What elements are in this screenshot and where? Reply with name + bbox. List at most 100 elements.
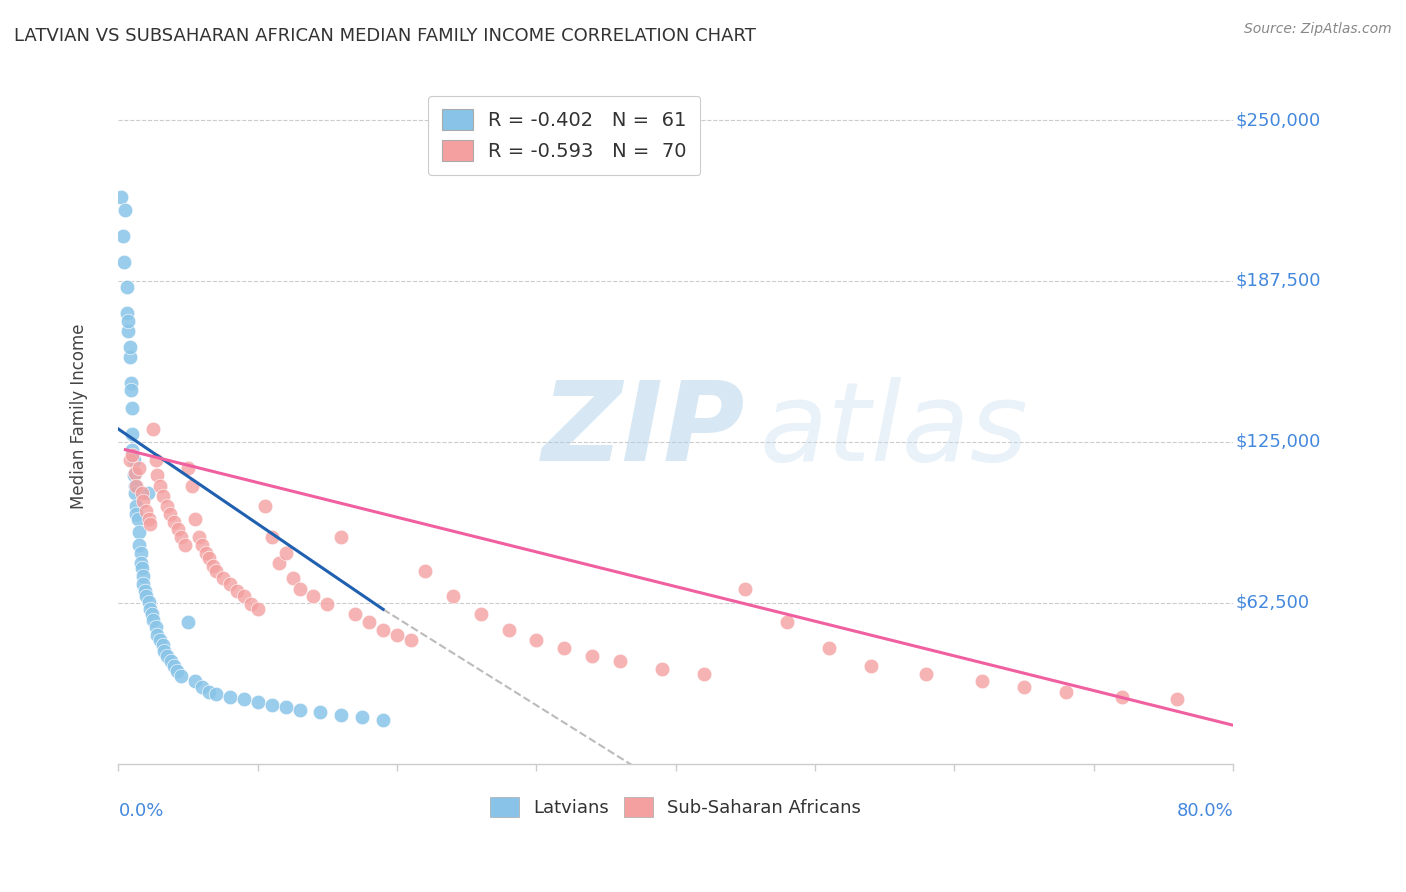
Point <box>524 633 547 648</box>
Point <box>191 680 214 694</box>
Point <box>399 633 422 648</box>
Point <box>117 314 139 328</box>
Point <box>128 538 150 552</box>
Point <box>170 669 193 683</box>
Point <box>135 504 157 518</box>
Point <box>385 628 408 642</box>
Point <box>159 507 181 521</box>
Point <box>441 590 464 604</box>
Point <box>163 515 186 529</box>
Text: $187,500: $187,500 <box>1236 272 1320 290</box>
Point <box>239 597 262 611</box>
Text: ZIP: ZIP <box>541 376 745 483</box>
Point <box>972 674 994 689</box>
Point <box>274 546 297 560</box>
Point <box>174 538 197 552</box>
Point <box>330 530 353 544</box>
Point <box>246 602 269 616</box>
Point <box>156 648 179 663</box>
Point <box>131 486 153 500</box>
Point <box>142 422 165 436</box>
Point <box>260 530 283 544</box>
Point <box>118 340 141 354</box>
Point <box>498 623 520 637</box>
Point <box>470 607 492 622</box>
Point <box>121 427 143 442</box>
Text: $62,500: $62,500 <box>1236 594 1309 612</box>
Point <box>112 254 135 268</box>
Point <box>138 512 160 526</box>
Point <box>152 639 174 653</box>
Point <box>145 620 167 634</box>
Point <box>120 384 142 398</box>
Point <box>692 666 714 681</box>
Point <box>125 500 148 514</box>
Point <box>146 628 169 642</box>
Point <box>127 512 149 526</box>
Point <box>553 640 575 655</box>
Point <box>302 590 325 604</box>
Point <box>139 602 162 616</box>
Point <box>117 324 139 338</box>
Text: $125,000: $125,000 <box>1236 433 1320 451</box>
Point <box>198 684 221 698</box>
Point <box>609 654 631 668</box>
Point <box>191 538 214 552</box>
Point <box>1054 684 1077 698</box>
Text: 80.0%: 80.0% <box>1177 802 1233 820</box>
Point <box>198 550 221 565</box>
Point <box>184 512 207 526</box>
Point <box>163 659 186 673</box>
Point <box>122 453 145 467</box>
Point <box>146 468 169 483</box>
Point <box>132 569 155 583</box>
Point <box>218 690 240 704</box>
Point <box>232 590 254 604</box>
Point <box>152 489 174 503</box>
Point <box>135 590 157 604</box>
Point <box>195 546 218 560</box>
Point <box>651 661 673 675</box>
Point <box>122 468 145 483</box>
Point <box>142 613 165 627</box>
Point <box>149 633 172 648</box>
Point <box>121 401 143 416</box>
Point <box>859 659 882 673</box>
Point <box>131 561 153 575</box>
Point <box>132 494 155 508</box>
Point <box>170 530 193 544</box>
Point <box>202 558 225 573</box>
Point <box>288 703 311 717</box>
Text: LATVIAN VS SUBSAHARAN AFRICAN MEDIAN FAMILY INCOME CORRELATION CHART: LATVIAN VS SUBSAHARAN AFRICAN MEDIAN FAM… <box>14 27 756 45</box>
Point <box>129 546 152 560</box>
Point <box>188 530 211 544</box>
Point <box>371 713 394 727</box>
Point <box>138 594 160 608</box>
Point <box>139 517 162 532</box>
Point <box>205 564 228 578</box>
Point <box>128 460 150 475</box>
Point <box>125 507 148 521</box>
Point <box>413 564 436 578</box>
Point <box>121 448 143 462</box>
Point <box>1166 692 1188 706</box>
Point <box>359 615 381 630</box>
Point <box>1012 680 1035 694</box>
Point <box>177 615 200 630</box>
Point <box>274 700 297 714</box>
Point <box>309 706 332 720</box>
Point <box>125 479 148 493</box>
Point <box>581 648 603 663</box>
Point <box>246 695 269 709</box>
Point <box>267 556 290 570</box>
Point <box>124 479 146 493</box>
Point <box>260 698 283 712</box>
Point <box>132 576 155 591</box>
Text: Median Family Income: Median Family Income <box>70 324 89 509</box>
Point <box>281 571 304 585</box>
Point <box>115 306 138 320</box>
Legend: Latvians, Sub-Saharan Africans: Latvians, Sub-Saharan Africans <box>484 790 869 824</box>
Point <box>818 640 841 655</box>
Point <box>177 460 200 475</box>
Point <box>330 707 353 722</box>
